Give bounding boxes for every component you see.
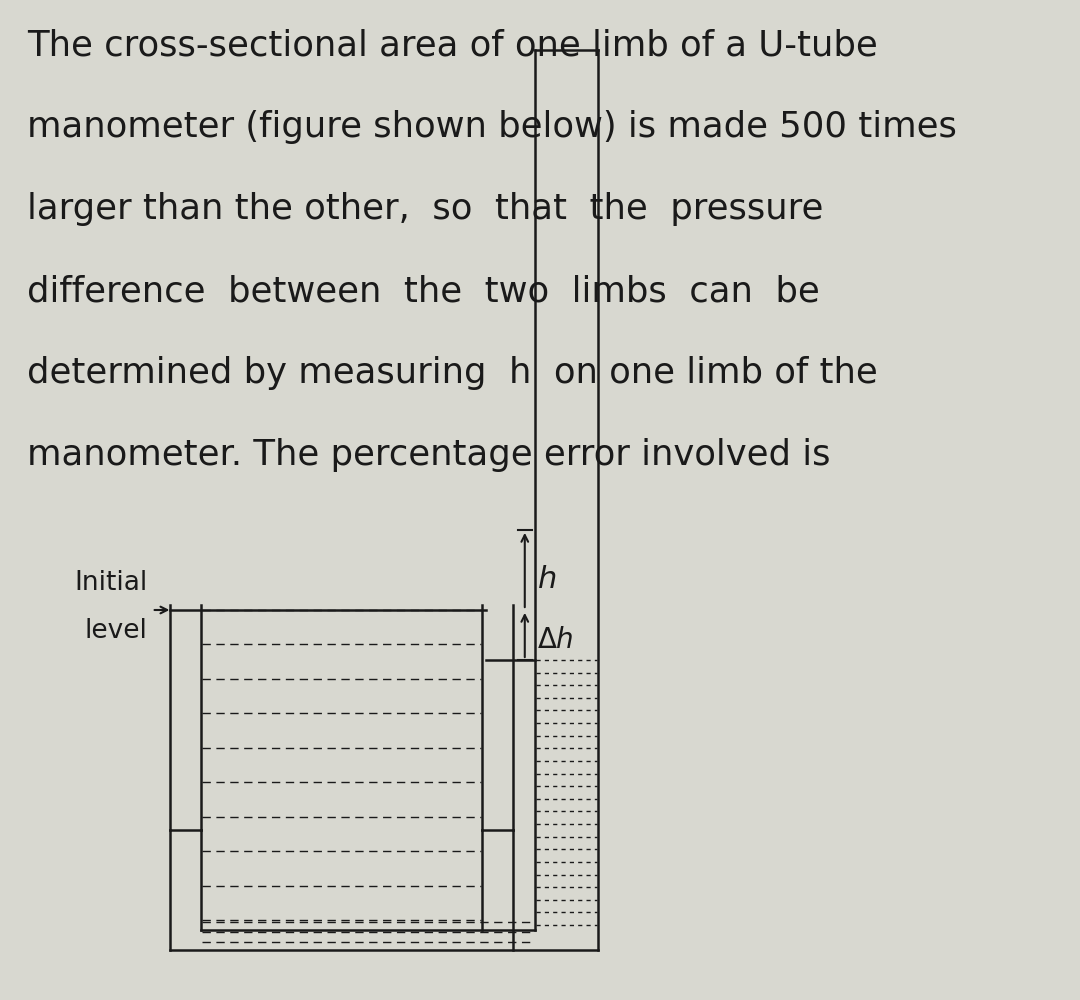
Text: The cross-sectional area of one limb of a U-tube: The cross-sectional area of one limb of … (27, 28, 878, 62)
Text: $h$: $h$ (537, 566, 556, 594)
Text: determined by measuring  h  on one limb of the: determined by measuring h on one limb of… (27, 356, 878, 390)
Text: manometer (figure shown below) is made 500 times: manometer (figure shown below) is made 5… (27, 110, 957, 144)
Text: Initial: Initial (75, 570, 147, 596)
Text: manometer. The percentage error involved is: manometer. The percentage error involved… (27, 438, 831, 472)
Text: level: level (84, 618, 147, 644)
Text: difference  between  the  two  limbs  can  be: difference between the two limbs can be (27, 274, 820, 308)
Text: $\Delta h$: $\Delta h$ (537, 626, 573, 654)
Text: larger than the other,  so  that  the  pressure: larger than the other, so that the press… (27, 192, 823, 226)
